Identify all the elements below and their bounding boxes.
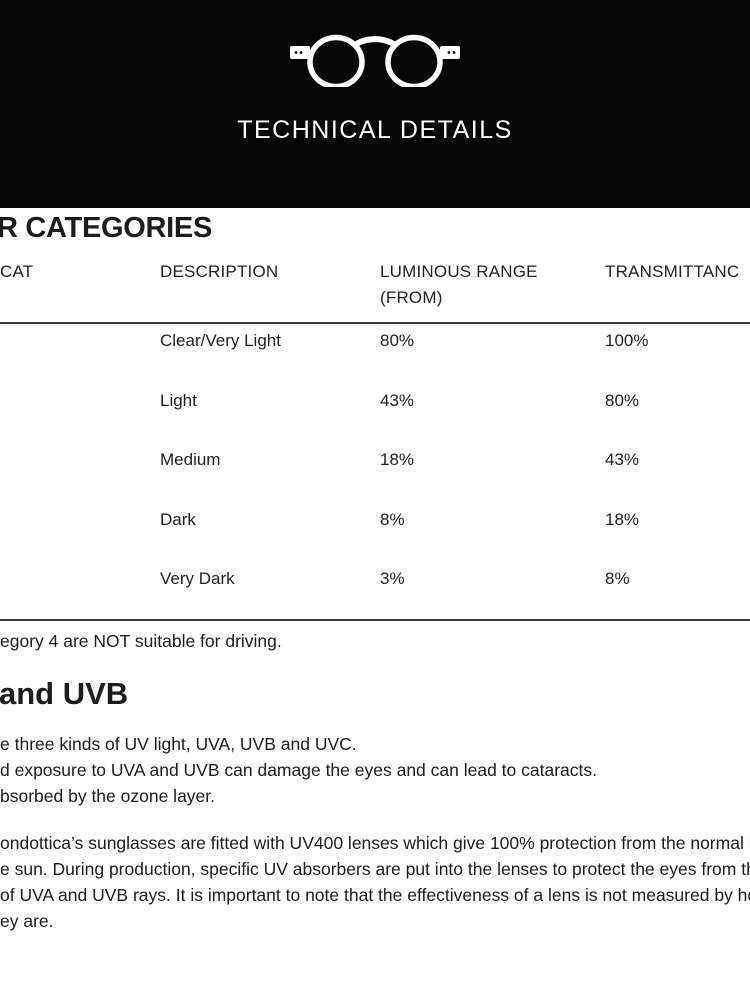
header-title: TECHNICAL DETAILS	[237, 116, 513, 144]
cell-transmittance: 8%	[605, 569, 630, 588]
cell-transmittance: 18%	[605, 510, 640, 529]
cell-luminous: 80%	[380, 331, 415, 350]
filter-categories-heading: R CATEGORIES	[0, 212, 212, 244]
cell-luminous: 18%	[380, 450, 415, 469]
table-bottom-rule	[0, 619, 750, 621]
cell-description: Medium	[160, 450, 221, 469]
uv-body-paragraph: ondottica’s sunglasses are fitted with U…	[0, 830, 750, 934]
transmittance-column-header: TRANSMITTANC	[605, 262, 740, 281]
cell-luminous: 8%	[380, 510, 405, 529]
table-row: Very Dark 3% 8%	[0, 568, 750, 592]
cell-description: Very Dark	[160, 569, 235, 588]
table-row: Light 43% 80%	[0, 390, 750, 414]
uv-intro-line: d exposure to UVA and UVB can damage the…	[0, 760, 597, 780]
table-row: Medium 18% 43%	[0, 449, 750, 473]
table-row: Dark 8% 18%	[0, 509, 750, 533]
uv-body-line: ey are.	[0, 911, 54, 931]
glasses-icon	[290, 34, 460, 87]
cell-transmittance: 43%	[605, 450, 640, 469]
uv-body-line: e sun. During production, specific UV ab…	[0, 859, 750, 879]
table-row: Clear/Very Light 80% 100%	[0, 330, 750, 354]
cat-column-header: CAT	[0, 262, 34, 281]
uv-intro-line: e three kinds of UV light, UVA, UVB and …	[0, 734, 357, 754]
cell-transmittance: 80%	[605, 391, 640, 410]
luminous-range-column-header: LUMINOUS RANGE (FROM)	[380, 262, 538, 307]
uv-body-line: ondottica’s sunglasses are fitted with U…	[0, 833, 750, 853]
uv-intro-paragraph: e three kinds of UV light, UVA, UVB and …	[0, 731, 597, 809]
cell-description: Clear/Very Light	[160, 331, 281, 350]
description-column-header: DESCRIPTION	[160, 262, 279, 281]
uv-body-line: of UVA and UVB rays. It is important to …	[0, 885, 750, 905]
cell-transmittance: 100%	[605, 331, 649, 350]
cell-luminous: 3%	[380, 569, 405, 588]
cell-description: Dark	[160, 510, 196, 529]
uv-intro-line: bsorbed by the ozone layer.	[0, 786, 216, 806]
header-banner: TECHNICAL DETAILS	[0, 0, 750, 208]
cell-luminous: 43%	[380, 391, 415, 410]
table-top-rule	[0, 322, 750, 324]
driving-note: egory 4 are NOT suitable for driving.	[0, 631, 282, 651]
uva-uvb-heading: and UVB	[0, 676, 129, 711]
cell-description: Light	[160, 391, 197, 410]
